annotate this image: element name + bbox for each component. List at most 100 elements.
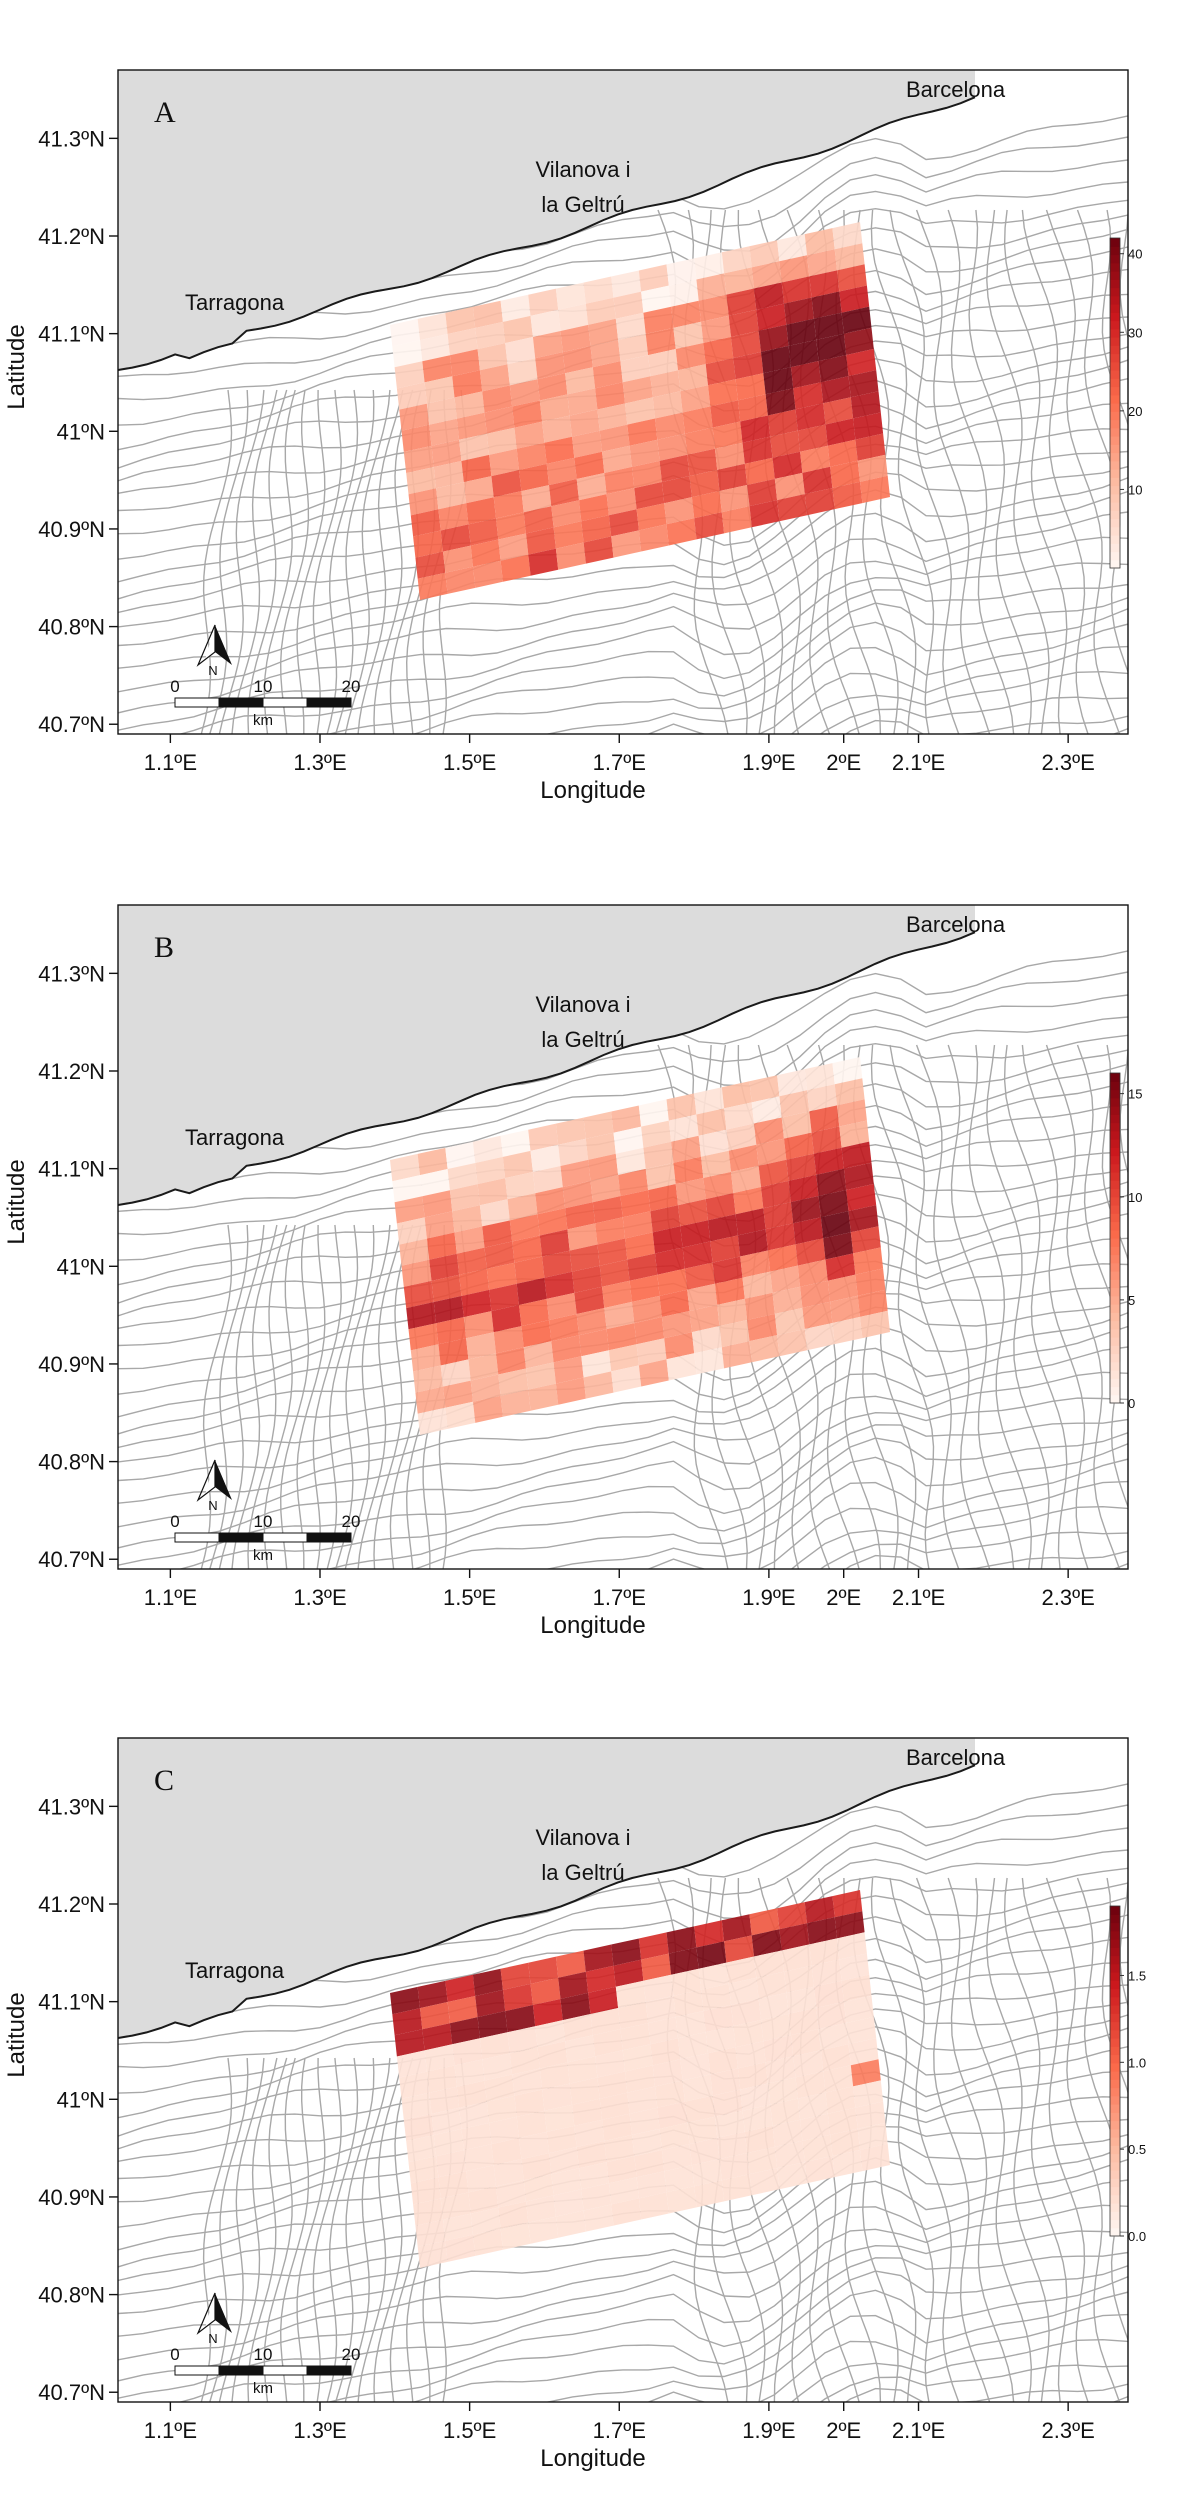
grid-cell <box>542 2083 572 2111</box>
grid-cell <box>666 518 697 546</box>
contour-line <box>947 1044 1015 1569</box>
legend-gradient-step <box>1110 1238 1120 1247</box>
grid-cell <box>832 2149 863 2178</box>
grid-cell <box>839 1120 870 1148</box>
legend-gradient-step <box>1110 1279 1120 1289</box>
grid-cell <box>549 2147 579 2175</box>
grid-cell <box>449 1184 480 1212</box>
grid-cell <box>638 264 669 292</box>
grid-cell <box>546 2125 577 2154</box>
grid-cell <box>848 2038 879 2066</box>
grid-cell <box>417 312 448 341</box>
legend-gradient-step <box>1110 2186 1120 2196</box>
grid-cell <box>655 1247 685 1275</box>
grid-cell <box>802 1301 833 1329</box>
grid-cell <box>558 1138 589 1166</box>
grid-cell <box>415 551 446 579</box>
grid-cell <box>655 412 685 440</box>
legend-gradient-step <box>1110 543 1120 553</box>
grid-cell <box>482 385 513 413</box>
grid-cell <box>588 318 619 346</box>
legend-gradient-step <box>1110 1089 1120 1099</box>
sampling-grid <box>390 1890 890 2268</box>
north-arrow-right <box>215 1460 232 1500</box>
contour-line <box>1021 1877 1089 2402</box>
grid-cell <box>809 1938 840 1966</box>
grid-cell <box>590 2008 621 2036</box>
grid-cell <box>687 2116 718 2144</box>
grid-cell <box>675 1178 706 1206</box>
grid-cell <box>422 1190 453 1218</box>
grid-cell <box>694 1087 725 1115</box>
grid-cell <box>486 1262 517 1290</box>
legend-gradient-step <box>1110 2227 1120 2237</box>
grid-cell <box>832 1057 863 1085</box>
contour-line <box>247 1224 288 1569</box>
grid-cell <box>390 318 420 347</box>
contour-line <box>118 2145 1128 2315</box>
place-label-barcelona: Barcelona <box>906 1745 1006 1770</box>
contour-line <box>200 2057 233 2402</box>
grid-cell <box>645 1162 676 1191</box>
grid-cell <box>502 1150 533 1179</box>
grid-cell <box>592 2029 623 2057</box>
x-tick-label: 1.5ºE <box>443 2418 496 2443</box>
legend-gradient-step <box>1110 1180 1120 1190</box>
grid-cell <box>721 506 752 534</box>
grid-cell <box>406 1302 437 1330</box>
legend-gradient-step <box>1110 2128 1120 2138</box>
grid-cell <box>475 1156 506 1185</box>
grid-cell <box>772 451 803 479</box>
grid-cell <box>657 2101 688 2129</box>
grid-cell <box>519 1298 549 1327</box>
legend-gradient-step <box>1110 1097 1120 1107</box>
grid-cell <box>413 2198 443 2226</box>
grid-cell <box>422 355 453 383</box>
grid-cell <box>498 533 529 561</box>
grid-cell <box>555 282 586 310</box>
grid-cell <box>500 1389 531 1417</box>
grid-cell <box>846 348 877 377</box>
grid-cell <box>657 1268 688 1296</box>
grid-cell <box>558 1971 589 1999</box>
grid-cell <box>445 1141 476 1169</box>
grid-cell <box>528 1956 559 1984</box>
grid-cell <box>823 2065 854 2093</box>
grid-cell <box>797 1259 828 1287</box>
grid-cell <box>436 2150 467 2178</box>
grid-cell <box>551 2168 582 2196</box>
grid-cell <box>793 1217 824 1245</box>
grid-cell <box>553 1356 584 1384</box>
color-legend: 15 10 5 0 <box>1109 1072 1142 1411</box>
contour-line <box>312 2057 342 2402</box>
grid-cell <box>731 330 761 359</box>
legend-gradient-step <box>1110 1229 1120 1239</box>
scalebar-segment <box>174 697 220 708</box>
grid-cell <box>772 1286 803 1314</box>
grid-cell <box>443 1380 473 1408</box>
y-axis-label: Latitude <box>3 324 30 409</box>
grid-cell <box>523 506 554 534</box>
x-tick-label: 1.1ºE <box>144 2418 197 2443</box>
grid-cell <box>726 1123 757 1151</box>
grid-cell <box>710 2068 741 2096</box>
grid-cell <box>493 491 524 519</box>
grid-cell <box>560 1992 591 2021</box>
grid-cell <box>622 2044 653 2072</box>
contour-line <box>1003 1877 1068 2402</box>
contour-line <box>1119 1877 1128 2008</box>
grid-cell <box>620 2023 651 2051</box>
grid-cell <box>634 2150 665 2178</box>
grid-cell <box>800 445 831 473</box>
y-tick-label: 40.7ºN <box>38 1547 105 1572</box>
grid-cell <box>456 1247 487 1275</box>
grid-cell <box>537 1208 568 1236</box>
grid-cell <box>449 349 480 377</box>
legend-gradient-step <box>1110 2219 1120 2229</box>
legend-gradient-step <box>1110 328 1120 338</box>
legend-gradient-step <box>1110 1246 1120 1256</box>
contour-line <box>357 2057 404 2402</box>
grid-cell <box>682 1241 713 1269</box>
grid-cell <box>788 1174 819 1203</box>
grid-cell <box>710 400 741 428</box>
